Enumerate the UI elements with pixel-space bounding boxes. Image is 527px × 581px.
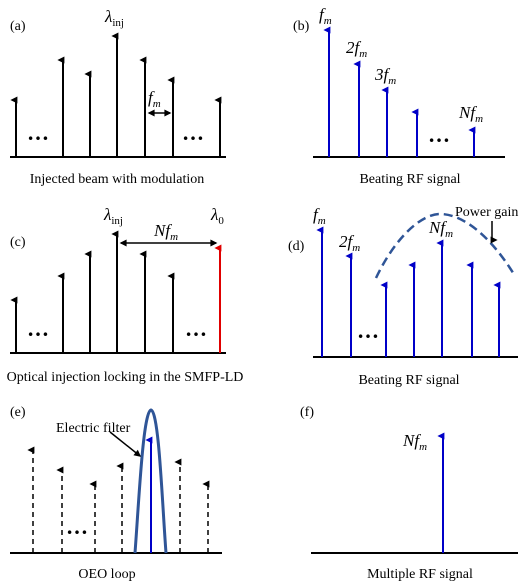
panel-d: (d) Power gain … fm 2fm Nfm Beating RF s… (288, 205, 518, 388)
panel-a-dots-left: … (27, 120, 49, 145)
panel-b-dots: … (428, 122, 450, 147)
panel-e: (e) Electric filter … OEO loop (10, 405, 222, 581)
panel-d-power-gain-label: Power gain (455, 205, 518, 220)
panel-f-label-nfm: Nfm (402, 431, 427, 453)
panel-c: (c) … … λinj λ0 Nfm Optical injection lo… (7, 205, 244, 385)
panel-b-label-3fm: 3fm (374, 65, 396, 87)
panel-a: (a) … … λinj fm Injected beam with modul… (10, 7, 226, 187)
panel-b-label: (b) (293, 19, 310, 34)
panel-c-dots-right: … (185, 316, 207, 341)
panel-a-caption: Injected beam with modulation (30, 172, 205, 187)
panel-d-power-gain-curve (374, 212, 517, 279)
panel-a-lambda-inj: λinj (104, 7, 124, 29)
panel-e-filter-label: Electric filter (56, 421, 131, 436)
panel-c-nfm-label: Nfm (153, 221, 178, 243)
panel-e-filter-curve (133, 408, 168, 554)
panel-a-fm-label: fm (148, 88, 161, 110)
panel-e-dots: … (66, 514, 88, 539)
panel-e-label: (e) (10, 405, 26, 420)
panel-d-label-nfm: Nfm (428, 218, 453, 240)
panel-c-caption: Optical injection locking in the SMFP-LD (7, 370, 244, 385)
panel-e-filter-pointer (109, 431, 142, 457)
panel-d-label: (d) (288, 239, 305, 254)
panel-c-label: (c) (10, 235, 26, 250)
panel-c-dots-left: … (27, 316, 49, 341)
panel-b-caption: Beating RF signal (359, 172, 460, 187)
panel-d-label-2fm: 2fm (339, 232, 360, 254)
panel-f: (f) Nfm Multiple RF signal (300, 405, 518, 581)
panel-b: (b) … fm 2fm 3fm Nfm Beating RF signal (293, 5, 505, 187)
panel-a-dots-right: … (182, 120, 204, 145)
panel-f-label: (f) (300, 405, 314, 420)
panel-c-lambda-inj: λinj (103, 205, 123, 227)
panel-d-label-fm: fm (313, 205, 326, 227)
panel-d-caption: Beating RF signal (358, 373, 459, 388)
panel-b-label-fm: fm (319, 5, 332, 27)
panel-b-label-nfm: Nfm (458, 103, 483, 125)
panel-f-caption: Multiple RF signal (367, 567, 473, 581)
panel-a-label: (a) (10, 19, 26, 34)
panel-d-dots: … (357, 318, 379, 343)
panel-e-caption: OEO loop (78, 567, 135, 581)
panel-b-label-2fm: 2fm (346, 38, 367, 60)
panel-c-lambda0: λ0 (210, 205, 224, 227)
